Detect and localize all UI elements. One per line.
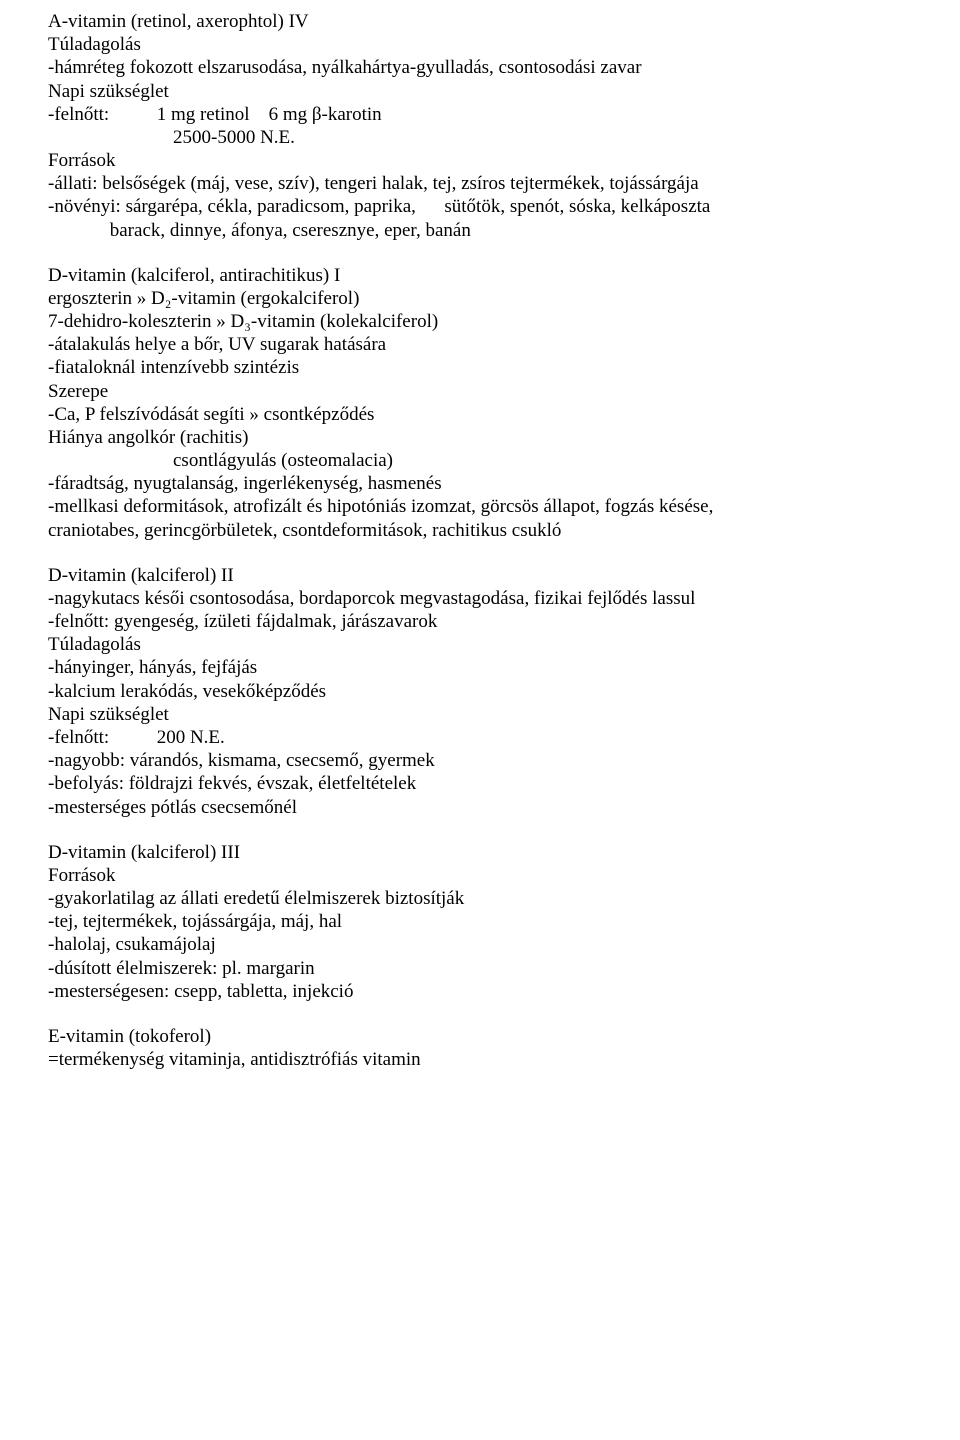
text-line: barack, dinnye, áfonya, cseresznye, eper…: [48, 219, 932, 242]
text-line: D-vitamin (kalciferol) II: [48, 564, 932, 587]
text-line: -Ca, P felszívódását segíti » csontképző…: [48, 403, 932, 426]
text-line: -hámréteg fokozott elszarusodása, nyálka…: [48, 56, 932, 79]
text-line: -dúsított élelmiszerek: pl. margarin: [48, 957, 932, 980]
text-line: 7-dehidro-koleszterin » D₃-vitamin (kole…: [48, 310, 932, 333]
text-line: -állati: belsőségek (máj, vese, szív), t…: [48, 172, 932, 195]
text-line: -átalakulás helye a bőr, UV sugarak hatá…: [48, 333, 932, 356]
text-line: -növényi: sárgarépa, cékla, paradicsom, …: [48, 195, 932, 218]
text-line: Napi szükséglet: [48, 80, 932, 103]
text-line: -mellkasi deformitások, atrofizált és hi…: [48, 495, 932, 518]
document-page: A-vitamin (retinol, axerophtol) IV Túlad…: [0, 0, 960, 1111]
text-line: -nagykutacs késői csontosodása, bordapor…: [48, 587, 932, 610]
text-line: Hiánya angolkór (rachitis): [48, 426, 932, 449]
text-line: Napi szükséglet: [48, 703, 932, 726]
paragraph-gap: [48, 542, 932, 564]
text-line: -gyakorlatilag az állati eredetű élelmis…: [48, 887, 932, 910]
text-line: E-vitamin (tokoferol): [48, 1025, 932, 1048]
text-line: =termékenység vitaminja, antidisztrófiás…: [48, 1048, 932, 1071]
text-line: ergoszterin » D₂-vitamin (ergokalciferol…: [48, 287, 932, 310]
text-line: Túladagolás: [48, 33, 932, 56]
paragraph-gap: [48, 242, 932, 264]
text-line: D-vitamin (kalciferol, antirachitikus) I: [48, 264, 932, 287]
text-line: -hányinger, hányás, fejfájás: [48, 656, 932, 679]
text-line: -felnőtt: 1 mg retinol 6 mg β-karotin: [48, 103, 932, 126]
text-line-indented: csontlágyulás (osteomalacia): [48, 449, 932, 472]
text-line: -mesterségesen: csepp, tabletta, injekci…: [48, 980, 932, 1003]
text-line: Szerepe: [48, 380, 932, 403]
paragraph-gap: [48, 819, 932, 841]
text-line: -tej, tejtermékek, tojássárgája, máj, ha…: [48, 910, 932, 933]
text-line: -fiataloknál intenzívebb szintézis: [48, 356, 932, 379]
text-line: D-vitamin (kalciferol) III: [48, 841, 932, 864]
text-line: -kalcium lerakódás, vesekőképződés: [48, 680, 932, 703]
paragraph-gap: [48, 1003, 932, 1025]
text-line: Túladagolás: [48, 633, 932, 656]
text-line: Források: [48, 149, 932, 172]
text-line-indented: 2500-5000 N.E.: [48, 126, 932, 149]
text-line: -halolaj, csukamájolaj: [48, 933, 932, 956]
text-line: A-vitamin (retinol, axerophtol) IV: [48, 10, 932, 33]
text-line: -felnőtt: 200 N.E.: [48, 726, 932, 749]
text-line: -felnőtt: gyengeség, ízületi fájdalmak, …: [48, 610, 932, 633]
text-line: -nagyobb: várandós, kismama, csecsemő, g…: [48, 749, 932, 772]
text-line: -befolyás: földrajzi fekvés, évszak, éle…: [48, 772, 932, 795]
text-line: -fáradtság, nyugtalanság, ingerlékenység…: [48, 472, 932, 495]
text-line: craniotabes, gerincgörbületek, csontdefo…: [48, 519, 932, 542]
text-line: Források: [48, 864, 932, 887]
text-line: -mesterséges pótlás csecsemőnél: [48, 796, 932, 819]
